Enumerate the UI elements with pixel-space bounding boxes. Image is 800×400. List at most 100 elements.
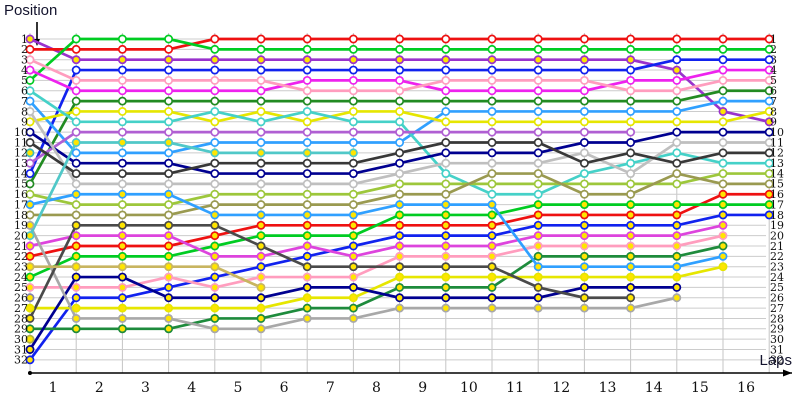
y-tick-label-left: 18 — [14, 209, 28, 222]
lap-marker-car-14 — [71, 65, 81, 75]
lap-marker-car-02 — [117, 44, 127, 54]
lap-marker-car-04 — [579, 86, 589, 96]
y-tick-label-right: 11 — [770, 136, 784, 149]
lap-marker-car-07 — [487, 106, 497, 116]
lap-marker-car-11 — [210, 158, 220, 168]
series-line-car-27 — [28, 265, 725, 310]
lap-marker-car-04 — [256, 86, 266, 96]
lap-marker-car-31 — [164, 293, 174, 303]
lap-marker-car-10 — [764, 127, 774, 137]
lap-marker-car-21 — [302, 241, 312, 251]
lap-marker-car-02 — [579, 34, 589, 44]
x-tick-label: 16 — [737, 380, 755, 396]
lap-marker-car-24 — [256, 231, 266, 241]
x-tick-label: 6 — [280, 380, 289, 396]
lap-marker-car-28 — [25, 314, 35, 323]
lap-marker-car-08 — [441, 158, 451, 168]
lap-marker-car-05 — [302, 44, 312, 54]
lap-marker-car-15 — [395, 96, 405, 106]
lap-marker-car-16 — [487, 179, 497, 189]
lap-marker-car-25 — [348, 272, 358, 282]
lap-marker-car-01 — [210, 55, 220, 65]
lap-marker-car-09 — [533, 117, 543, 127]
lap-marker-car-21 — [117, 231, 127, 241]
lap-marker-car-15 — [164, 96, 174, 106]
lap-marker-car-24 — [487, 210, 497, 220]
lap-marker-car-11 — [487, 138, 497, 147]
lap-marker-car-28 — [395, 262, 405, 272]
lap-marker-car-02 — [302, 34, 312, 44]
lap-marker-car-27 — [487, 272, 497, 282]
lap-marker-car-16 — [256, 189, 266, 199]
lap-marker-car-01 — [626, 55, 636, 65]
lap-marker-car-02 — [718, 34, 728, 44]
lap-marker-car-12 — [25, 148, 35, 158]
lap-marker-car-15 — [25, 179, 35, 189]
lap-marker-car-01 — [718, 106, 728, 116]
lap-marker-car-14 — [764, 55, 774, 65]
lap-marker-car-05 — [256, 44, 266, 54]
y-tick-label-left: 20 — [14, 229, 28, 242]
lap-marker-car-05 — [25, 75, 35, 85]
lap-marker-car-10 — [533, 148, 543, 158]
lap-marker-car-09 — [302, 117, 312, 127]
lap-marker-car-03 — [441, 75, 451, 85]
lap-marker-car-29 — [579, 251, 589, 261]
y-tick-label-right: 5 — [770, 74, 777, 87]
y-tick-label-right: 32 — [770, 354, 784, 367]
lap-marker-car-07 — [764, 96, 774, 106]
lap-marker-car-02 — [395, 34, 405, 44]
lap-marker-car-14 — [302, 65, 312, 75]
lap-marker-car-02 — [71, 44, 81, 54]
lap-marker-car-32 — [533, 220, 543, 230]
lap-marker-car-06 — [210, 106, 220, 116]
lap-marker-car-04 — [395, 75, 405, 85]
lap-marker-car-18 — [302, 200, 312, 210]
y-tick-label-left: 32 — [14, 354, 28, 367]
lap-marker-car-02 — [487, 34, 497, 44]
lap-marker-car-24 — [579, 200, 589, 210]
series-line-car-20 — [28, 141, 355, 237]
lap-marker-car-19 — [25, 220, 35, 230]
lap-marker-car-03 — [718, 75, 728, 85]
lap-marker-car-22 — [25, 251, 35, 261]
y-tick-label-left: 29 — [14, 323, 28, 336]
lap-marker-car-08 — [487, 158, 497, 168]
lap-marker-car-29 — [25, 324, 35, 334]
lap-marker-car-19 — [626, 303, 636, 313]
lap-marker-car-03 — [348, 86, 358, 96]
lap-marker-car-09 — [71, 106, 81, 116]
lap-marker-car-21 — [256, 251, 266, 261]
lap-marker-car-28 — [348, 262, 358, 272]
lap-marker-car-15 — [210, 96, 220, 106]
lap-marker-car-05 — [348, 44, 358, 54]
lap-marker-car-29 — [626, 251, 636, 261]
lap-marker-car-17 — [441, 200, 451, 210]
lap-marker-car-29 — [487, 282, 497, 292]
x-tick-label: 7 — [326, 380, 335, 396]
lap-marker-car-10 — [487, 148, 497, 158]
lap-marker-car-13 — [71, 127, 81, 137]
lap-marker-car-32 — [579, 220, 589, 230]
lap-marker-car-19 — [533, 303, 543, 313]
lap-marker-car-20 — [71, 138, 81, 147]
lap-marker-car-08 — [302, 179, 312, 189]
lap-marker-car-21 — [348, 251, 358, 261]
lap-marker-car-16 — [25, 189, 35, 199]
lap-marker-car-02 — [164, 44, 174, 54]
y-tick-label-right: 20 — [770, 229, 784, 242]
y-tick-label-left: 15 — [14, 178, 28, 191]
lap-marker-car-32 — [764, 210, 774, 220]
lap-marker-car-17 — [25, 200, 35, 210]
y-tick-label-right: 21 — [770, 240, 784, 253]
lap-marker-car-01 — [672, 65, 682, 75]
lap-marker-car-16 — [210, 189, 220, 199]
lap-marker-car-27 — [256, 303, 266, 313]
lap-marker-car-11 — [395, 148, 405, 158]
lap-marker-car-17 — [164, 189, 174, 199]
lap-marker-car-09 — [579, 117, 589, 127]
lap-marker-car-22 — [487, 220, 497, 230]
lap-marker-car-02 — [256, 34, 266, 44]
lap-marker-car-11 — [71, 169, 81, 178]
lap-marker-car-15 — [302, 96, 312, 106]
